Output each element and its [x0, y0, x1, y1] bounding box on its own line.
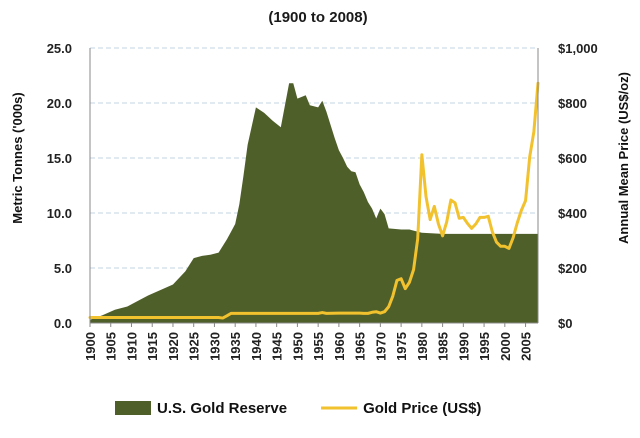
x-tick-label: 1935 [228, 332, 243, 361]
x-tick-label: 1930 [207, 332, 222, 361]
x-tick-label: 1950 [290, 332, 305, 361]
x-tick-label: 1910 [125, 332, 140, 361]
x-tick-label: 2005 [519, 332, 534, 361]
y-right-tick-label: $0 [558, 316, 572, 331]
y-left-tick-label: 10.0 [47, 206, 72, 221]
x-tick-label: 1955 [311, 332, 326, 361]
y-left-tick-label: 20.0 [47, 96, 72, 111]
x-tick-label: 1990 [456, 332, 471, 361]
reserve-area-layer [90, 83, 538, 323]
y-left-tick-label: 25.0 [47, 41, 72, 56]
y-right-tick-label: $1,000 [558, 41, 598, 56]
price-line-layer [88, 81, 540, 320]
y-right-tick-label: $800 [558, 96, 587, 111]
y-right-tick-label: $400 [558, 206, 587, 221]
y-left-tick-label: 5.0 [54, 261, 72, 276]
chart-subtitle: (1900 to 2008) [268, 9, 367, 26]
x-tick-label: 1995 [477, 332, 492, 361]
x-tick-label: 1975 [394, 332, 409, 361]
x-tick-label: 1915 [145, 332, 160, 361]
x-tick-label: 1970 [373, 332, 388, 361]
left-axis-ticks: 0.0 5.0 10.0 15.0 20.0 25.0 [47, 41, 72, 331]
series-area-us-gold-reserve [90, 83, 538, 323]
left-axis-title: Metric Tonnes ('000s) [10, 92, 25, 223]
x-tick-label: 1960 [332, 332, 347, 361]
legend-label: U.S. Gold Reserve [157, 400, 287, 417]
x-tick-label: 1965 [353, 332, 368, 361]
x-tick-label: 1905 [104, 332, 119, 361]
x-tick-label: 1940 [249, 332, 264, 361]
legend-swatch-area [115, 401, 151, 415]
x-tick-label: 1945 [270, 332, 285, 361]
y-left-tick-label: 15.0 [47, 151, 72, 166]
x-tick-label: 1900 [83, 332, 98, 361]
x-tick-label: 2000 [498, 332, 513, 361]
y-right-tick-label: $200 [558, 261, 587, 276]
x-tick-label: 1925 [187, 332, 202, 361]
legend-label: Gold Price (US$) [363, 400, 481, 417]
series-line-gold-price [88, 81, 540, 320]
right-axis-ticks: $0 $200 $400 $600 $800 $1,000 [558, 41, 598, 331]
y-left-tick-label: 0.0 [54, 316, 72, 331]
x-tick-label: 1980 [415, 332, 430, 361]
right-axis-title: Annual Mean Price (US$/oz) [616, 72, 631, 244]
x-tick-label: 1985 [436, 332, 451, 361]
y-right-tick-label: $600 [558, 151, 587, 166]
legend: U.S. Gold Reserve Gold Price (US$) [115, 400, 481, 417]
x-axis-ticks: 1900 1905 1910 1915 1920 1925 1930 1935 1940 1945… [83, 323, 534, 361]
x-tick-label: 1920 [166, 332, 181, 361]
